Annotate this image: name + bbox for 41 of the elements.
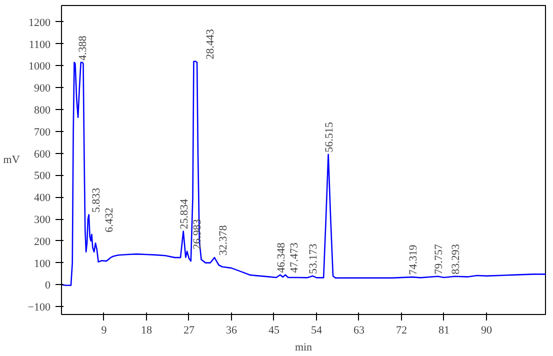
annotation: 79.757 bbox=[433, 244, 446, 274]
annotation: 6.432 bbox=[103, 208, 116, 232]
y-tick-label: 300 bbox=[34, 214, 51, 226]
y-tick-label: 1200 bbox=[28, 16, 51, 29]
x-tick-label: 18 bbox=[140, 324, 152, 336]
x-tick-label: 81 bbox=[438, 324, 450, 336]
annotation: 32.378 bbox=[218, 224, 230, 256]
annotation: 28.443 bbox=[204, 28, 217, 60]
annotation: 26.983 bbox=[192, 218, 204, 250]
y-tick-label: 900 bbox=[34, 82, 51, 95]
annotation: 83.293 bbox=[450, 244, 462, 274]
y-tick-label: 400 bbox=[34, 192, 51, 204]
annotation: 56.515 bbox=[323, 122, 336, 152]
y-tick-label: 1100 bbox=[28, 38, 51, 51]
y-tick-label: 500 bbox=[34, 170, 51, 182]
x-tick-label: 27 bbox=[183, 324, 195, 336]
x-tick-label: 54 bbox=[310, 324, 322, 336]
x-tick-label: 36 bbox=[226, 324, 238, 336]
y-tick-label: 800 bbox=[34, 104, 51, 117]
y-tick-label: −100 bbox=[28, 302, 51, 314]
y-tick-label: 0 bbox=[45, 280, 51, 292]
annotation: 5.833 bbox=[90, 187, 102, 213]
annotation: 74.319 bbox=[407, 244, 420, 276]
x-tick-label: 90 bbox=[480, 324, 492, 336]
annotation: 53.173 bbox=[308, 243, 320, 274]
annotation: 4.388 bbox=[77, 35, 90, 60]
annotation: 25.834 bbox=[178, 198, 190, 230]
y-tick-label: 600 bbox=[34, 148, 51, 160]
y-axis-title: mV bbox=[3, 154, 20, 166]
annotation: 47.473 bbox=[288, 242, 300, 273]
y-tick-label: 1000 bbox=[28, 60, 51, 73]
x-tick-label: 72 bbox=[396, 324, 407, 336]
x-tick-label: 45 bbox=[268, 324, 280, 336]
x-tick-label: 63 bbox=[353, 324, 365, 336]
line-series bbox=[62, 60, 546, 286]
y-tick-label: 100 bbox=[34, 258, 51, 270]
annotation: 46.348 bbox=[275, 242, 288, 273]
y-tick-label: 700 bbox=[34, 126, 51, 138]
x-tick-label: 9 bbox=[101, 324, 108, 336]
y-tick-label: 200 bbox=[34, 236, 51, 248]
x-axis-title: min bbox=[294, 342, 313, 354]
